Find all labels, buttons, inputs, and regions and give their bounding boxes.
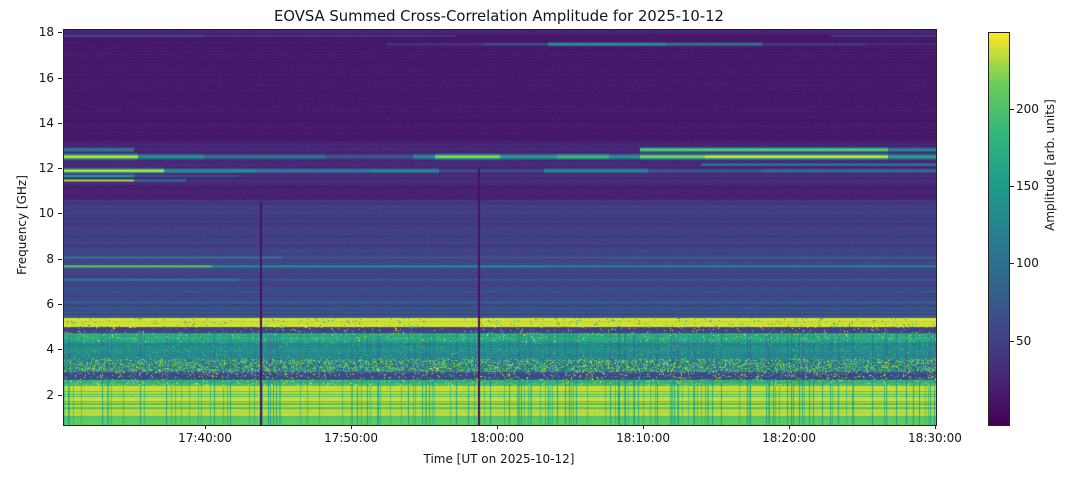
y-tick-label: 12 [38,161,54,176]
colorbar-tick-label: 50 [1016,333,1032,348]
y-tick-label: 2 [46,387,54,402]
y-tick-label: 16 [38,70,54,85]
colorbar-tick-label: 200 [1016,102,1039,117]
colorbar [988,32,1010,426]
chart-title: EOVSA Summed Cross-Correlation Amplitude… [274,8,724,25]
colorbar-tick-label: 100 [1016,256,1039,271]
y-tick-label: 14 [38,115,54,130]
y-tick [58,349,62,351]
y-tick [58,32,62,34]
y-tick-label: 4 [46,342,54,357]
y-tick [58,258,62,260]
y-tick [58,304,62,306]
x-tick [497,425,499,429]
y-tick-label: 10 [38,206,54,221]
y-tick-label: 6 [46,297,54,312]
x-tick-label: 18:00:00 [470,431,524,445]
y-axis-label: Frequency [GHz] [15,175,29,275]
colorbar-tick-label: 150 [1016,179,1039,194]
colorbar-tick [1010,340,1014,342]
x-tick [205,425,207,429]
x-tick [351,425,353,429]
x-tick-label: 18:30:00 [908,431,962,445]
colorbar-label: Amplitude [arb. units] [1043,99,1057,231]
colorbar-tick [1010,109,1014,111]
y-tick [58,213,62,215]
y-tick [58,394,62,396]
x-tick [643,425,645,429]
y-tick-label: 8 [46,251,54,266]
x-tick-label: 17:50:00 [324,431,379,445]
x-axis-label: Time [UT on 2025-10-12] [423,452,575,466]
y-tick [58,122,62,124]
colorbar-tick [1010,186,1014,188]
y-tick-label: 18 [38,25,54,40]
x-tick-label: 18:20:00 [762,431,816,445]
x-tick [935,425,936,429]
x-tick [789,425,791,429]
x-tick-label: 17:40:00 [178,431,233,445]
colorbar-tick [1010,263,1014,265]
y-tick [58,168,62,170]
x-tick-label: 18:10:00 [616,431,670,445]
y-tick [58,77,62,79]
spectrogram-canvas [64,30,936,425]
plot-area [63,29,937,426]
